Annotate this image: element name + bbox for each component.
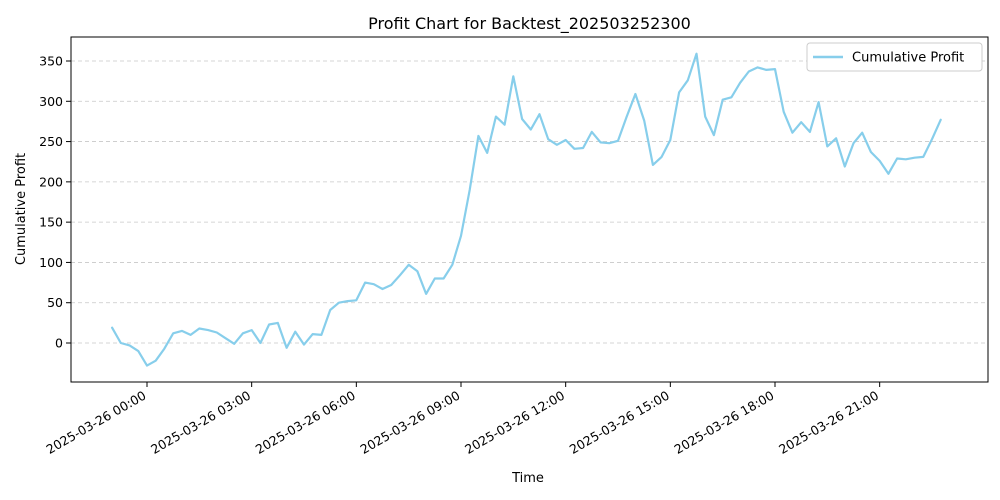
y-axis-title: Cumulative Profit [14,153,29,265]
y-tick-label: 100 [39,255,63,270]
legend: Cumulative Profit [806,42,983,72]
y-tick-label: 300 [39,94,63,109]
chart-title: Profit Chart for Backtest_202503252300 [368,14,691,34]
y-tick-label: 350 [39,54,63,69]
series-layer [110,52,942,367]
grid [71,60,988,344]
plot-frame [70,36,989,383]
y-tick-label: 0 [55,336,63,351]
y-tick-label: 250 [39,134,63,149]
series-line-cumulative-profit [110,52,942,367]
y-tick-label: 50 [47,295,63,310]
x-axis-title: Time [511,471,544,486]
legend-box [806,42,983,72]
y-tick-label: 150 [39,215,63,230]
y-axis: 0 50 100 150 200 250 300 350 [39,54,71,351]
legend-label: Cumulative Profit [852,51,964,66]
y-tick-label: 200 [39,174,63,189]
